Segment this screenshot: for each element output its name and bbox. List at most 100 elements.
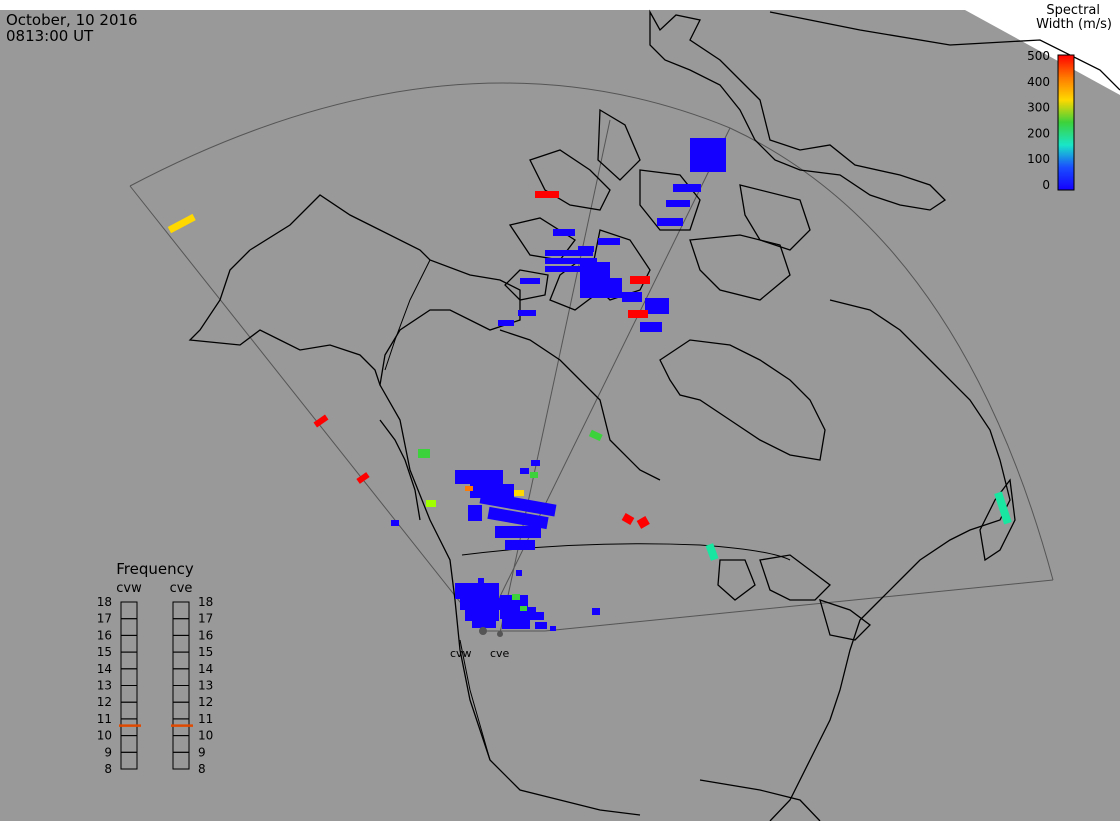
scatter-cell [518, 310, 536, 316]
colorbar-title-1: Spectral [1046, 3, 1100, 18]
scatter-cell [455, 583, 499, 599]
scatter-cell [465, 609, 499, 621]
frequency-tick-left: 9 [104, 745, 112, 759]
radar-site-cvw [479, 627, 487, 635]
scatter-cell [690, 138, 726, 172]
time-label: 0813:00 UT [6, 27, 94, 45]
scatter-cell [495, 526, 541, 538]
frequency-ticks: 18 18 17 17 16 16 15 15 14 14 13 13 12 12 11 11 10 10 9 9 8 8 [97, 595, 214, 776]
scatter-west-beam [167, 213, 436, 526]
scatter-cell [545, 258, 597, 264]
scatter-cell [545, 266, 585, 272]
colorbar-legend: Spectral Width (m/s) 500 400 300 200 100 0 [1027, 3, 1112, 192]
scatter-cell [356, 472, 370, 484]
scatter-cell [666, 200, 690, 207]
frequency-cell [172, 751, 190, 770]
radar-site-cve [497, 631, 503, 637]
frequency-tick-right: 16 [198, 628, 213, 642]
frequency-cell [120, 751, 138, 770]
scatter-cell [531, 460, 540, 466]
scatter-cell [600, 278, 622, 298]
colorbar-tick-label: 200 [1027, 126, 1050, 140]
frequency-title: Frequency [116, 560, 194, 578]
frequency-tick-left: 10 [97, 729, 112, 743]
frequency-radar-cve: cve [170, 581, 193, 596]
scatter-cell [505, 540, 535, 550]
frequency-tick-left: 14 [97, 662, 112, 676]
scatter-cell [535, 622, 547, 629]
colorbar-bands [1058, 55, 1074, 190]
frequency-tick-left: 15 [97, 645, 112, 659]
frequency-tick-right: 10 [198, 729, 213, 743]
frequency-tick-right: 11 [198, 712, 213, 726]
scatter-cell [455, 470, 503, 484]
map-edge [965, 10, 1120, 95]
scatter-cell [426, 500, 436, 507]
colorbar-tick-label: 0 [1042, 178, 1050, 192]
colorbar-tick-label: 100 [1027, 152, 1050, 166]
scatter-cell [487, 506, 549, 530]
frequency-tick-right: 12 [198, 695, 213, 709]
frequency-radar-cvw: cvw [116, 581, 142, 596]
scatter-cell [502, 619, 530, 629]
scatter-cell [630, 276, 650, 284]
colorbar-frame [1057, 54, 1075, 191]
colorbar-tick-label: 400 [1027, 75, 1050, 89]
frequency-tick-left: 18 [97, 595, 112, 609]
scatter-east [592, 491, 1012, 615]
scatter-cell [530, 472, 538, 478]
frequency-tick-right: 15 [198, 645, 213, 659]
date-label: October, 10 2016 [6, 11, 138, 29]
frequency-tick-right: 13 [198, 679, 213, 693]
frequency-tick-left: 13 [97, 679, 112, 693]
scatter-cell [636, 516, 650, 529]
frequency-tick-right: 8 [198, 762, 206, 776]
scatter-near [455, 570, 556, 631]
scatter-cell [391, 520, 399, 526]
scatter-cell [500, 595, 528, 607]
scatter-cell [520, 278, 540, 284]
scatter-cell [553, 229, 575, 236]
scatter-cell [622, 292, 642, 302]
scatter-arctic [498, 138, 726, 332]
frequency-tick-left: 12 [97, 695, 112, 709]
frequency-tick-right: 14 [198, 662, 213, 676]
frequency-tick-left: 8 [104, 762, 112, 776]
frequency-scales [120, 601, 190, 770]
scatter-cell [673, 184, 701, 192]
scatter-cell [592, 608, 600, 615]
frequency-panel: Frequency cvw cve 18 18 17 17 16 16 15 15 14 14 13… [97, 560, 214, 776]
scatter-cell [535, 191, 559, 198]
colorbar-tick-label: 300 [1027, 101, 1050, 115]
scatter-cell [621, 513, 635, 525]
scatter-cell [640, 322, 662, 332]
scatter-cell [313, 414, 329, 428]
scatter-cell [167, 213, 196, 234]
map-top-edge [0, 0, 1120, 10]
scatter-cell [465, 486, 473, 491]
scatter-cell [472, 620, 496, 628]
scatter-cell [418, 449, 430, 458]
scatter-cell [468, 505, 482, 521]
radar-sites: cvw cve [450, 627, 510, 660]
frequency-tick-right: 18 [198, 595, 213, 609]
site-label-cve: cve [490, 647, 510, 660]
site-label-cvw: cvw [450, 647, 472, 660]
scatter-cell [516, 570, 522, 576]
scatter-cell [512, 594, 520, 600]
colorbar-tick-label: 500 [1027, 49, 1050, 63]
scatter-cell [470, 484, 514, 498]
frequency-tick-right: 17 [198, 612, 213, 626]
frequency-tick-left: 16 [97, 628, 112, 642]
colorbar-title-2: Width (m/s) [1036, 17, 1112, 32]
scatter-cell [628, 310, 648, 318]
scatter-cell [520, 468, 529, 474]
colorbar-gradient [1058, 55, 1074, 190]
scatter-cell [460, 598, 500, 610]
scatter-cell [578, 246, 594, 252]
scatter-cell [657, 218, 683, 226]
frequency-tick-left: 17 [97, 612, 112, 626]
scatter-cell [498, 320, 514, 326]
